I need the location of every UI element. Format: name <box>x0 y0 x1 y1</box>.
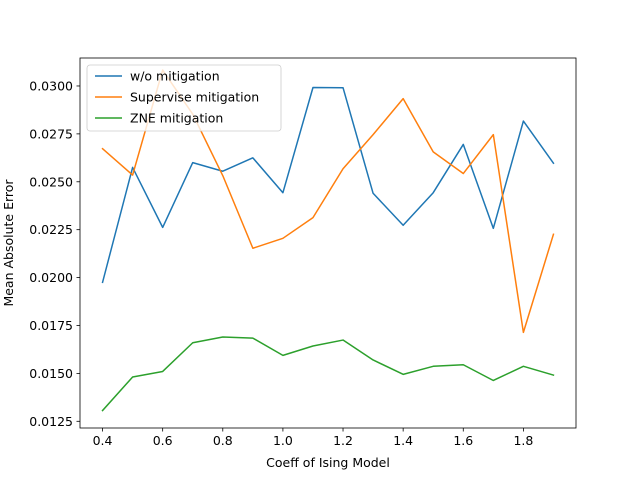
series-line-0 <box>101 86 555 284</box>
y-tick-label: 0.0150 <box>29 366 73 381</box>
x-tick-label: 1.8 <box>513 433 533 448</box>
y-tick-label: 0.0225 <box>29 222 73 237</box>
axes-frame <box>79 57 577 429</box>
y-axis: 0.0125 0.0150 0.0175 0.0200 0.0225 0.0250 0.02… <box>29 78 80 429</box>
y-tick-label: 0.0250 <box>29 174 73 189</box>
x-axis: 0.4 0.6 0.8 1.0 1.2 1.4 1.6 1.8 <box>93 428 533 448</box>
y-tick-label: 0.0200 <box>29 270 73 285</box>
x-tick-label: 0.6 <box>153 433 173 448</box>
x-tick-label: 1.2 <box>333 433 353 448</box>
legend-label-2: ZNE mitigation <box>130 111 223 126</box>
y-tick-label: 0.0125 <box>29 414 73 429</box>
legend-box <box>86 64 282 132</box>
x-tick-label: 1.6 <box>453 433 473 448</box>
legend-label-1: Supervise mitigation <box>130 90 259 105</box>
legend-label-0: w/o mitigation <box>130 69 220 84</box>
x-tick-label: 1.0 <box>273 433 293 448</box>
x-tick-label: 0.8 <box>213 433 233 448</box>
y-axis-label: Mean Absolute Error <box>1 179 16 307</box>
legend: w/o mitigation Supervise mitigation ZNE mi… <box>86 64 282 132</box>
y-tick-label: 0.0300 <box>29 78 73 93</box>
x-tick-label: 1.4 <box>393 433 413 448</box>
series-line-2 <box>101 336 555 412</box>
y-tick-label: 0.0175 <box>29 318 73 333</box>
x-tick-label: 0.4 <box>93 433 113 448</box>
x-axis-label: Coeff of Ising Model <box>266 455 390 470</box>
y-tick-label: 0.0275 <box>29 126 73 141</box>
